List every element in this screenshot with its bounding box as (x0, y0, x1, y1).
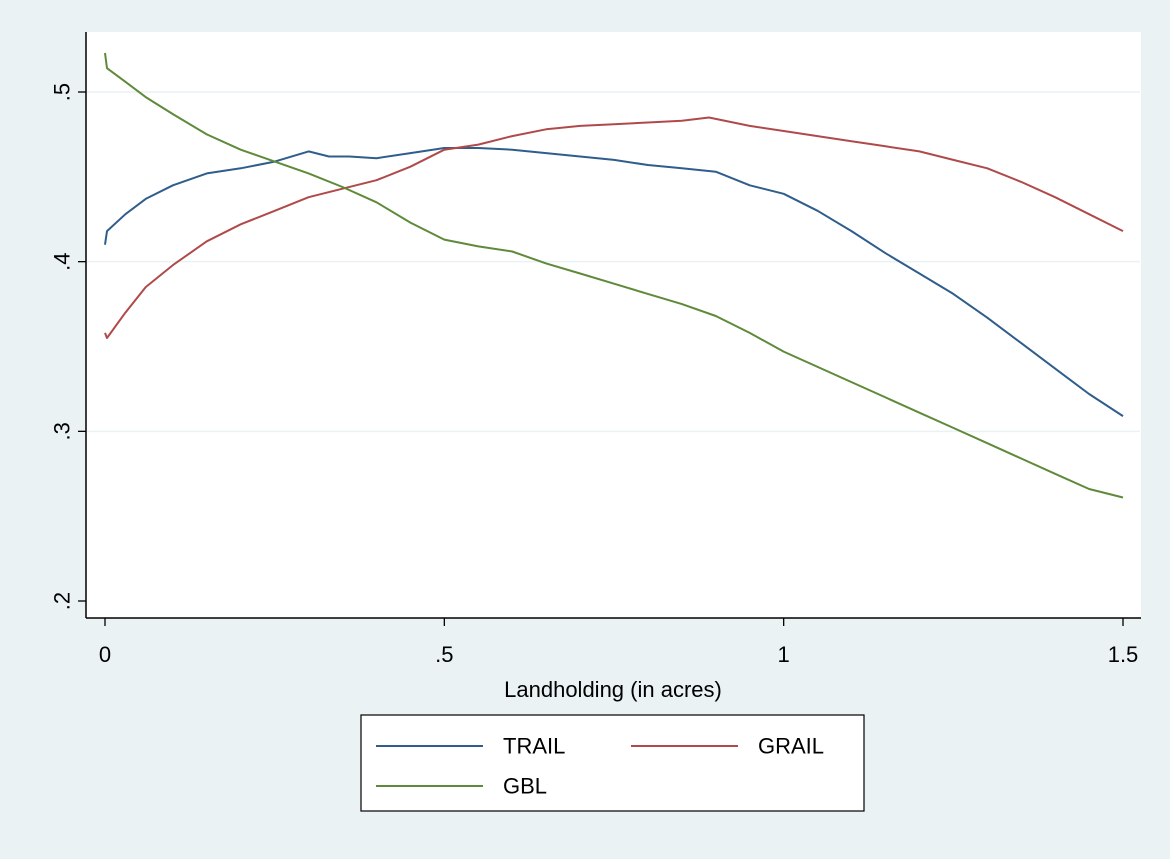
plot-area (86, 32, 1141, 618)
series-line-gbl (104, 52, 1124, 499)
x-tick-label-3: 1.5 (1108, 642, 1139, 667)
series-lines (104, 52, 1124, 499)
y-tick-label-2: .4 (50, 252, 75, 270)
axes: .2 .3 .4 .5 0 .5 1 1.5 (50, 32, 1141, 667)
y-tick-label-1: .3 (50, 422, 75, 440)
y-tick-label-0: .2 (50, 592, 75, 610)
x-tick-label-2: 1 (778, 642, 790, 667)
legend-label-trail: TRAIL (503, 734, 565, 759)
series-line-grail (104, 116, 1124, 339)
legend-box (360, 714, 865, 812)
y-tick-label-3: .5 (50, 83, 75, 101)
x-axis-label: Landholding (in acres) (504, 677, 722, 702)
legend-label-gbl: GBL (503, 774, 547, 799)
series-line-trail (104, 147, 1124, 417)
gridlines (87, 91, 1140, 433)
x-tick-label-1: .5 (435, 642, 453, 667)
x-tick-label-0: 0 (99, 642, 111, 667)
legend-label-grail: GRAIL (758, 734, 824, 759)
legend: TRAIL GRAIL GBL (360, 714, 865, 812)
